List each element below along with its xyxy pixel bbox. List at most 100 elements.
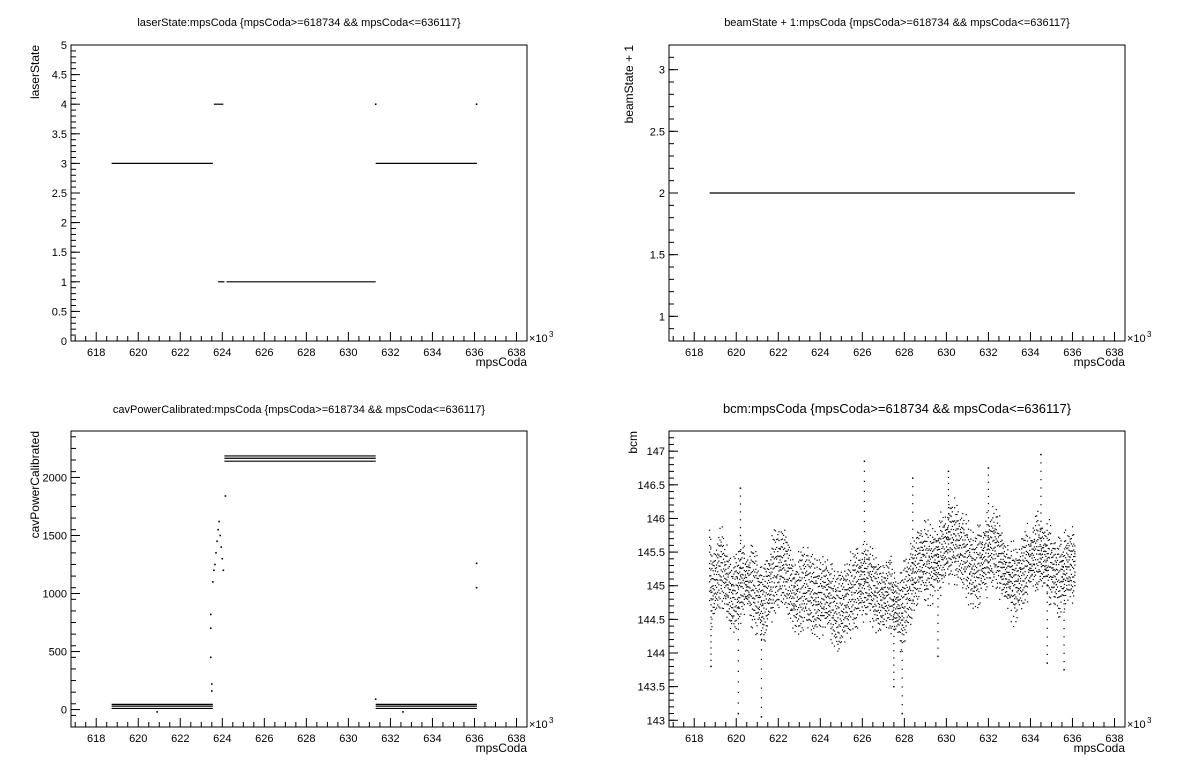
data-point: [1058, 553, 1060, 555]
data-point: [710, 591, 712, 594]
data-point: [833, 619, 836, 621]
chart-title: bcm:mpsCoda {mpsCoda>=618734 && mpsCoda<…: [723, 401, 1072, 416]
data-point: [732, 593, 734, 595]
data-point: [847, 601, 849, 604]
data-point: [710, 589, 712, 591]
data-point: [726, 572, 728, 574]
data-point: [714, 570, 717, 572]
data-point: [838, 596, 840, 599]
data-point: [963, 568, 965, 570]
y-tick-label: 147: [647, 446, 665, 458]
data-point: [1015, 574, 1017, 576]
data-point: [847, 583, 849, 585]
data-point: [814, 582, 816, 585]
data-point: [736, 591, 738, 594]
data-point: [831, 633, 833, 635]
data-point: [1025, 585, 1027, 587]
data-point: [732, 603, 734, 605]
data-point: [962, 544, 964, 546]
data-point: [1051, 556, 1053, 559]
data-point: [1049, 553, 1052, 555]
data-point: [737, 623, 740, 625]
data-point: [912, 520, 914, 522]
data-point: [993, 539, 995, 541]
data-point: [929, 574, 931, 576]
data-point: [760, 706, 763, 708]
data-point: [896, 625, 898, 627]
data-point: [714, 608, 717, 611]
data-point: [987, 534, 989, 537]
data-point: [744, 563, 747, 566]
data-point: [969, 566, 971, 568]
data-point: [739, 584, 741, 587]
data-point: [779, 566, 781, 568]
data-point: [956, 555, 958, 557]
data-point: [761, 566, 763, 568]
data-point: [893, 572, 896, 574]
data-point: [1055, 573, 1057, 575]
data-point: [1025, 534, 1027, 536]
data-point: [781, 546, 784, 548]
data-point: [823, 585, 825, 588]
data-point: [947, 528, 949, 530]
data-point: [799, 597, 801, 600]
data-point: [937, 556, 939, 559]
data-point: [906, 597, 908, 599]
data-point: [850, 616, 852, 618]
data-point: [912, 503, 914, 505]
data-point: [889, 618, 891, 621]
data-point: [985, 542, 987, 544]
data-point: [1024, 578, 1026, 580]
data-point: [903, 560, 905, 562]
data-point: [860, 583, 862, 585]
data-point: [710, 622, 712, 624]
data-point: [993, 573, 995, 575]
data-point: [1039, 528, 1041, 530]
y-axis-label: bcm: [626, 431, 640, 454]
data-point: [951, 511, 953, 513]
data-point: [898, 618, 900, 620]
data-point: [1037, 564, 1039, 567]
data-point: [1024, 571, 1026, 573]
data-point: [899, 607, 901, 609]
data-point: [739, 558, 742, 560]
data-point: [752, 575, 755, 577]
data-point: [885, 579, 888, 582]
data-point: [901, 606, 903, 608]
data-point: [1045, 545, 1047, 547]
data-point: [1009, 586, 1011, 588]
data-point: [1070, 543, 1072, 545]
data-point: [828, 583, 830, 585]
data-point: [1054, 570, 1056, 572]
data-point: [890, 555, 892, 557]
data-point: [1026, 535, 1029, 537]
data-point: [948, 557, 950, 559]
data-point: [1010, 555, 1012, 557]
data-point: [882, 620, 884, 623]
data-point: [982, 571, 985, 574]
data-point: [1029, 545, 1031, 547]
data-point: [793, 607, 795, 609]
data-point: [1039, 530, 1041, 533]
data-point: [735, 553, 737, 556]
data-point: [719, 592, 721, 594]
data-point: [751, 560, 754, 563]
data-point: [955, 513, 957, 516]
data-point: [711, 577, 713, 580]
data-point: [876, 592, 878, 594]
data-point: [971, 557, 973, 559]
data-point: [816, 575, 818, 578]
data-point: [836, 620, 838, 623]
data-point: [1045, 544, 1047, 546]
data-point: [901, 677, 903, 679]
data-point: [848, 570, 851, 572]
data-point: [955, 560, 957, 562]
data-point: [937, 598, 939, 600]
data-point: [786, 542, 788, 544]
data-point: [917, 598, 919, 600]
data-point: [740, 576, 742, 578]
data-point: [828, 614, 830, 616]
data-point: [904, 621, 906, 623]
data-point: [808, 590, 810, 592]
data-point: [1071, 550, 1074, 552]
